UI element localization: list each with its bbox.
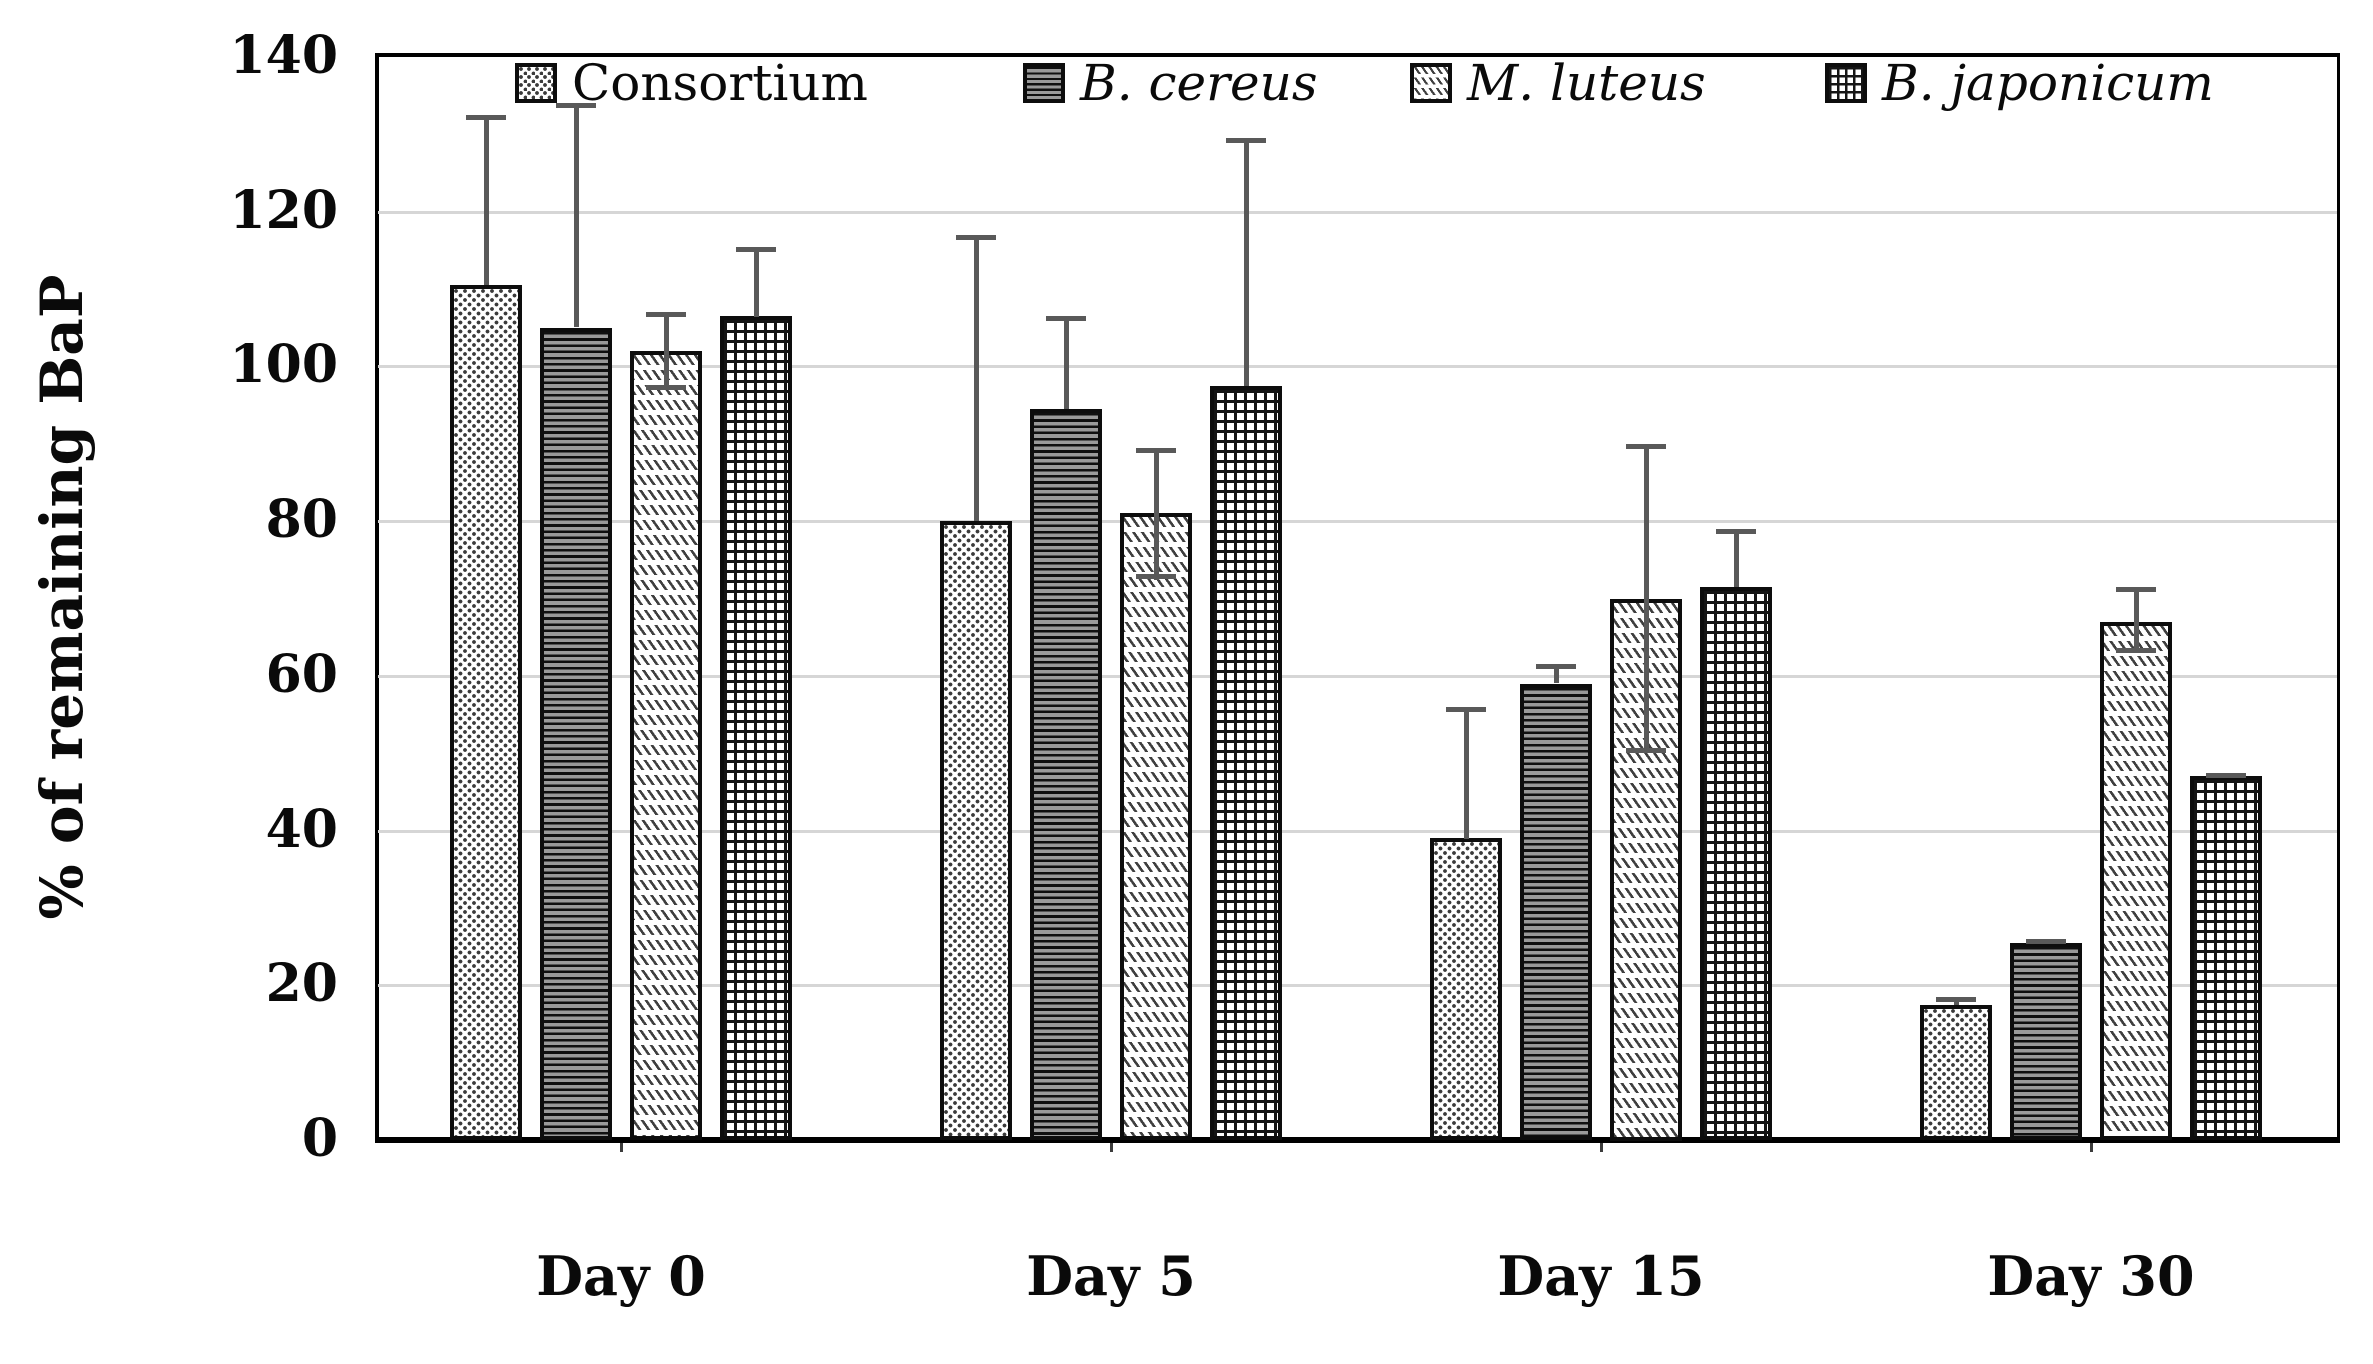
y-tick-label-80: 80 [265,489,338,550]
error-bar-cap-top [1626,444,1666,449]
error-bar-line [1464,707,1469,839]
error-bar-cap-top [1136,448,1176,453]
legend-swatch-pat-hlines [1023,63,1065,103]
gridline-120 [378,211,2337,214]
x-tick-day-15 [1600,1143,1603,1152]
error-bar-cap-top [736,247,776,252]
gridline-40 [378,830,2337,833]
legend-item-b-japonicum: B. japonicum [1825,54,2214,112]
error-bar-cap-bottom [1626,748,1666,753]
error-bar-line [1554,664,1559,683]
error-bar-line [1244,138,1249,386]
legend-swatch-pat-diag [1410,63,1452,103]
x-label-day-0: Day 0 [536,1244,706,1308]
x-tick-day-30 [2090,1143,2093,1152]
error-bar-cap-top [1446,707,1486,712]
error-bar-line [1644,444,1649,753]
bar-b-japonicum-day-5 [1210,386,1282,1140]
error-bar-cap-top [956,235,996,240]
plot-frame-top [375,53,2340,57]
error-bar-cap-top [1716,529,1756,534]
bar-b-cereus-day-30 [2010,943,2082,1140]
bar-b-cereus-day-5 [1030,409,1102,1140]
legend-item-b-cereus: B. cereus [1023,54,1318,112]
x-label-day-30: Day 30 [1987,1244,2195,1308]
error-bar-cap-top [1046,316,1086,321]
error-bar-cap-top [466,115,506,120]
y-tick-label-0: 0 [301,1108,338,1169]
x-tick-day-0 [620,1143,623,1152]
error-bar-cap-bottom [646,385,686,390]
error-bar-line [754,247,759,317]
y-tick-label-120: 120 [229,180,338,241]
y-tick-label-20: 20 [265,953,338,1014]
bar-b-cereus-day-15 [1520,684,1592,1140]
x-label-day-5: Day 5 [1026,1244,1196,1308]
error-bar-cap-bottom [1136,574,1176,579]
legend-label: B. cereus [1080,54,1318,112]
error-bar-cap-top [2206,773,2246,778]
error-bar-line [974,235,979,521]
y-tick-label-40: 40 [265,799,338,860]
legend-label: B. japonicum [1882,54,2214,112]
x-axis-line [375,1137,2340,1143]
plot-frame-left [375,53,379,1143]
bar-m-luteus-day-30 [2100,622,2172,1140]
bar-b-japonicum-day-15 [1700,587,1772,1140]
gridline-20 [378,984,2337,987]
bar-consortium-day-5 [940,521,1012,1140]
error-bar-cap-top [1536,664,1576,669]
legend-item-consortium: Consortium [515,54,868,112]
bar-consortium-day-15 [1430,838,1502,1140]
bar-consortium-day-0 [450,285,522,1140]
error-bar-cap-top [1226,138,1266,143]
error-bar-cap-top [2026,939,2066,944]
error-bar-line [1154,448,1159,580]
error-bar-line [574,103,579,327]
error-bar-line [664,312,669,389]
legend-swatch-pat-dots [515,63,557,103]
x-tick-day-5 [1110,1143,1113,1152]
error-bar-cap-bottom [2116,648,2156,653]
gridline-60 [378,675,2337,678]
error-bar-cap-top [556,103,596,108]
bar-m-luteus-day-0 [630,351,702,1140]
bar-consortium-day-30 [1920,1005,1992,1140]
x-label-day-15: Day 15 [1497,1244,1705,1308]
error-bar-line [2134,587,2139,653]
error-bar-cap-top [2116,587,2156,592]
gridline-80 [378,520,2337,523]
bar-b-japonicum-day-0 [720,316,792,1140]
gridline-100 [378,365,2337,368]
error-bar-line [1734,529,1739,587]
error-bar-line [484,115,489,285]
error-bar-cap-top [1936,997,1976,1002]
legend-item-m-luteus: M. luteus [1410,54,1706,112]
plot-frame-right [2337,53,2340,1143]
y-tick-label-100: 100 [229,334,338,395]
bar-b-cereus-day-0 [540,328,612,1140]
y-axis-title: % of remaining BaP [28,274,96,920]
legend-label: M. luteus [1467,54,1706,112]
legend-label: Consortium [572,54,868,112]
legend-swatch-pat-grid [1825,63,1867,103]
bar-b-japonicum-day-30 [2190,776,2262,1140]
y-tick-label-60: 60 [265,644,338,705]
error-bar-cap-top [646,312,686,317]
error-bar-line [1064,316,1069,409]
y-tick-label-140: 140 [229,25,338,86]
bar-m-luteus-day-5 [1120,513,1192,1140]
